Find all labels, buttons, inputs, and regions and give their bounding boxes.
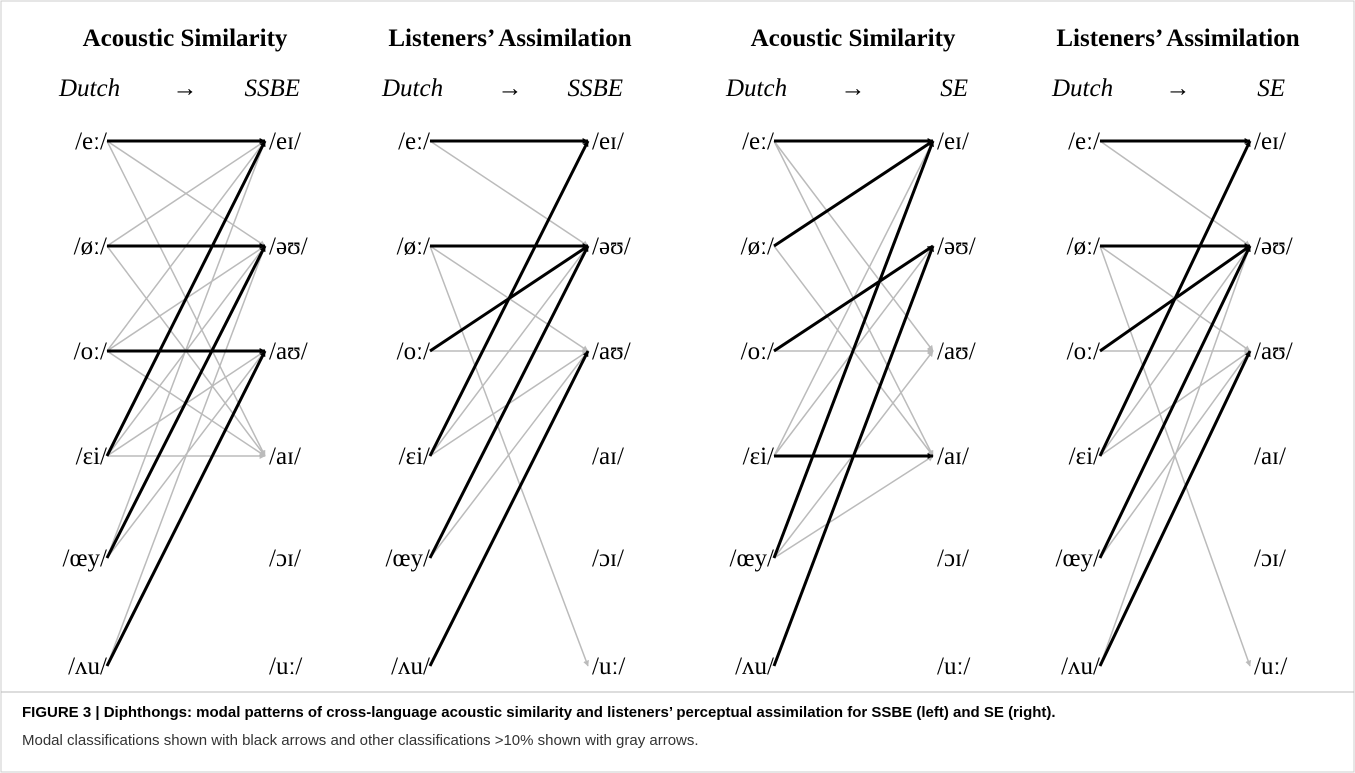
modal-arrow (1098, 140, 1252, 457)
panel-title: Listeners’ Assimilation (388, 25, 631, 52)
modal-arrow (773, 244, 934, 353)
target-vowel: /aɪ/ (937, 443, 969, 470)
target-vowel: /eɪ/ (592, 128, 624, 155)
modal-arrow (428, 140, 590, 457)
target-vowel: /aɪ/ (1254, 443, 1286, 470)
target-vowel: /eɪ/ (937, 128, 969, 155)
target-vowel: /aʊ/ (269, 338, 308, 365)
source-language: Dutch (58, 75, 120, 102)
source-vowel: /øː/ (741, 233, 774, 260)
source-vowel: /eː/ (398, 128, 430, 155)
target-language: SE (1257, 75, 1285, 102)
caption-label: FIGURE 3 | Diphthongs: modal patterns of… (22, 704, 1056, 721)
panel-title: Acoustic Similarity (83, 25, 288, 52)
arrow-symbol: → (841, 75, 866, 102)
source-vowel: /ʌu/ (391, 653, 430, 680)
source-vowel: /oː/ (74, 338, 107, 365)
target-vowel: /aɪ/ (592, 443, 624, 470)
target-vowel: /ɔɪ/ (937, 545, 969, 572)
source-language: Dutch (725, 75, 787, 102)
modal-arrow (105, 245, 267, 559)
target-vowel: /əʊ/ (592, 233, 631, 260)
source-vowel: /øː/ (1067, 233, 1100, 260)
caption-text: Modal classifications shown with black a… (22, 732, 699, 749)
arrow-symbol: → (498, 75, 523, 102)
modal-arrow (773, 139, 934, 248)
target-language: SSBE (244, 75, 300, 102)
source-vowel: /ʌu/ (1061, 653, 1100, 680)
target-vowel: /uː/ (1254, 653, 1287, 680)
source-vowel: /œy/ (386, 545, 431, 572)
modal-arrow (428, 350, 590, 667)
source-vowel: /oː/ (741, 338, 774, 365)
target-vowel: /uː/ (937, 653, 970, 680)
other-arrow (429, 350, 589, 559)
target-vowel: /aʊ/ (1254, 338, 1293, 365)
target-vowel: /ɔɪ/ (1254, 545, 1286, 572)
source-vowel: /ʌu/ (735, 653, 774, 680)
other-arrow (773, 140, 934, 352)
source-language: Dutch (381, 75, 443, 102)
target-vowel: /uː/ (269, 653, 302, 680)
other-arrow (773, 455, 934, 559)
panel-title: Listeners’ Assimilation (1056, 25, 1299, 52)
modal-arrow (1098, 245, 1252, 559)
arrow-symbol: → (1166, 75, 1191, 102)
other-arrow (1099, 245, 1252, 667)
source-vowel: /øː/ (74, 233, 107, 260)
target-vowel: /əʊ/ (269, 233, 308, 260)
other-arrow (1099, 140, 1251, 247)
target-vowel: /əʊ/ (1254, 233, 1293, 260)
source-vowel: /œy/ (730, 545, 775, 572)
target-vowel: /ɔɪ/ (269, 545, 301, 572)
modal-arrow (428, 245, 590, 559)
target-vowel: /aɪ/ (269, 443, 301, 470)
target-language: SSBE (567, 75, 623, 102)
source-vowel: /ɛi/ (399, 443, 430, 470)
target-vowel: /ɔɪ/ (592, 545, 624, 572)
source-vowel: /œy/ (1056, 545, 1101, 572)
source-vowel: /øː/ (397, 233, 430, 260)
target-vowel: /uː/ (592, 653, 625, 680)
modal-arrow (772, 245, 935, 667)
source-vowel: /eː/ (1068, 128, 1100, 155)
source-language: Dutch (1051, 75, 1113, 102)
other-arrow (106, 245, 266, 667)
source-vowel: /ʌu/ (68, 653, 107, 680)
target-language: SE (940, 75, 968, 102)
modal-arrow (1098, 350, 1252, 667)
source-vowel: /eː/ (75, 128, 107, 155)
source-vowel: /ɛi/ (1069, 443, 1100, 470)
source-vowel: /ɛi/ (76, 443, 107, 470)
target-vowel: /aʊ/ (592, 338, 631, 365)
modal-arrow (105, 140, 267, 457)
other-arrow (106, 140, 266, 247)
other-arrow (1099, 245, 1251, 457)
source-vowel: /ɛi/ (743, 443, 774, 470)
source-vowel: /œy/ (63, 545, 108, 572)
other-arrow (429, 140, 589, 247)
arrow-symbol: → (173, 75, 198, 102)
target-vowel: /eɪ/ (1254, 128, 1286, 155)
modal-arrow (772, 140, 935, 559)
target-vowel: /aʊ/ (937, 338, 976, 365)
other-arrow (429, 245, 589, 667)
modal-arrow (105, 350, 267, 667)
source-vowel: /oː/ (397, 338, 430, 365)
panel-title: Acoustic Similarity (751, 25, 956, 52)
source-vowel: /eː/ (742, 128, 774, 155)
target-vowel: /əʊ/ (937, 233, 976, 260)
target-vowel: /eɪ/ (269, 128, 301, 155)
other-arrow (429, 245, 589, 457)
source-vowel: /oː/ (1067, 338, 1100, 365)
